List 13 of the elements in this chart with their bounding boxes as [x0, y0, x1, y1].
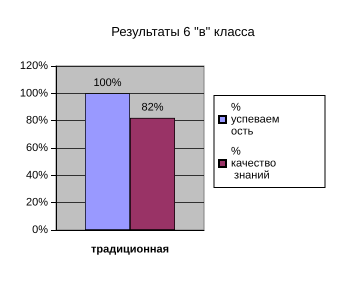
y-tick-label: 0% — [32, 224, 48, 236]
data-label: 100% — [93, 76, 122, 89]
x-tick-label: традиционная — [90, 244, 170, 256]
chart-title: Результаты 6 "в" класса — [111, 24, 256, 39]
y-tick-label: 80% — [26, 114, 48, 127]
y-tick-label: 60% — [26, 142, 48, 154]
legend-label: % качество знаний — [231, 146, 276, 182]
data-label: 82% — [141, 101, 164, 114]
y-tick-label: 120% — [20, 60, 48, 72]
y-tick-label: 20% — [26, 196, 48, 209]
y-tick-label: 40% — [26, 169, 48, 182]
y-tick-label: 100% — [20, 87, 48, 100]
legend-label: % успеваемость — [231, 102, 280, 138]
